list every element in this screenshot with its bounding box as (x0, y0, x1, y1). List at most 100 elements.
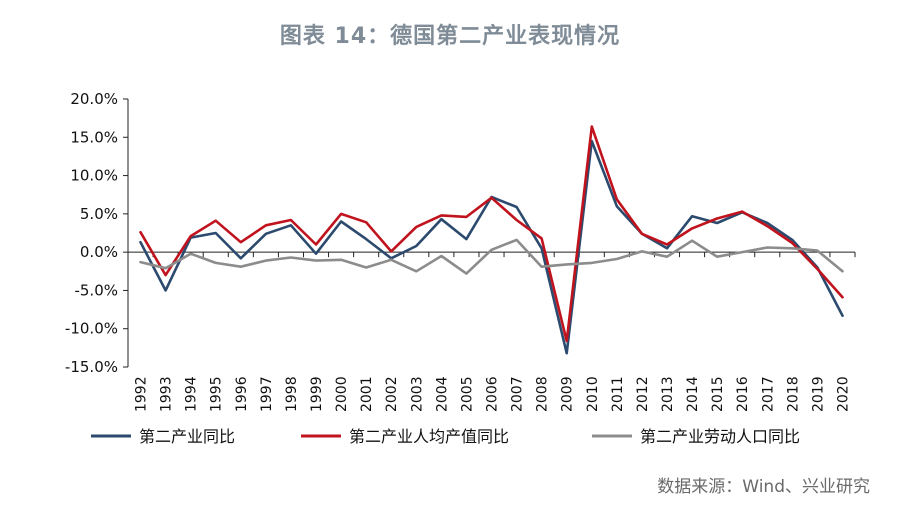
data-point (365, 266, 367, 268)
data-point (315, 259, 317, 261)
data-point (716, 256, 718, 258)
data-point (816, 249, 818, 251)
data-point (666, 247, 668, 249)
x-tick-label: 2009 (560, 376, 576, 412)
data-point (741, 210, 743, 212)
x-tick-label: 2007 (510, 376, 526, 412)
x-tick-label: 2005 (459, 376, 475, 412)
data-point (215, 220, 217, 222)
data-point (841, 296, 843, 298)
x-tick-label: 2018 (785, 376, 801, 412)
data-point (716, 222, 718, 224)
data-point (340, 220, 342, 222)
data-point (540, 247, 542, 249)
data-point (766, 246, 768, 248)
data-point (265, 224, 267, 226)
data-point (215, 232, 217, 234)
data-point (139, 241, 141, 243)
data-point (290, 224, 292, 226)
x-tick-label: 2001 (359, 376, 375, 412)
data-point (766, 225, 768, 227)
data-point (540, 237, 542, 239)
data-point (440, 255, 442, 257)
data-point (465, 238, 467, 240)
y-tick-label: 10.0% (70, 167, 118, 185)
data-point (265, 259, 267, 261)
data-point (340, 213, 342, 215)
data-point (190, 235, 192, 237)
data-point (240, 266, 242, 268)
data-point (616, 205, 618, 207)
x-tick-label: 2014 (685, 376, 701, 412)
x-tick-label: 2003 (409, 376, 425, 412)
data-point (540, 266, 542, 268)
x-tick-label: 1997 (259, 376, 275, 412)
data-point (591, 262, 593, 264)
series-layer (139, 125, 844, 355)
data-point (566, 352, 568, 354)
data-point (641, 250, 643, 252)
x-tick-label: 2010 (585, 376, 601, 412)
data-point (566, 263, 568, 265)
y-tick-label: 0.0% (80, 243, 118, 261)
data-point (440, 218, 442, 220)
x-tick-label: 1998 (284, 376, 300, 412)
data-point (691, 215, 693, 217)
data-point (190, 253, 192, 255)
data-point (716, 217, 718, 219)
source-note: 数据来源：Wind、兴业研究 (657, 477, 870, 497)
data-point (791, 239, 793, 241)
data-point (490, 249, 492, 251)
data-point (791, 247, 793, 249)
data-point (566, 340, 568, 342)
data-point (791, 242, 793, 244)
data-point (616, 258, 618, 260)
x-tick-label: 1995 (209, 376, 225, 412)
data-point (841, 270, 843, 272)
x-tick-label: 2020 (835, 376, 851, 412)
data-point (290, 219, 292, 221)
x-tick-label: 2017 (760, 376, 776, 412)
data-point (164, 274, 166, 276)
data-point (816, 268, 818, 270)
data-point (390, 250, 392, 252)
x-tick-label: 1992 (134, 376, 150, 412)
data-point (139, 231, 141, 233)
data-point (666, 243, 668, 245)
y-tick-label: 5.0% (80, 205, 118, 223)
data-point (766, 222, 768, 224)
x-tick-label: 2006 (485, 376, 501, 412)
data-point (240, 257, 242, 259)
x-tick-label: 2011 (610, 376, 626, 412)
legend: 第二产业同比 第二产业人均产值同比 第二产业劳动人口同比 (91, 427, 800, 446)
data-point (465, 216, 467, 218)
x-tick-label: 2012 (635, 376, 651, 412)
data-point (691, 240, 693, 242)
data-point (139, 261, 141, 263)
legend-label: 第二产业劳动人口同比 (640, 427, 800, 446)
y-tick-label: -10.0% (65, 320, 118, 338)
data-point (415, 270, 417, 272)
x-tick-label: 2013 (660, 376, 676, 412)
y-tick-label: -15.0% (65, 358, 118, 376)
data-point (641, 233, 643, 235)
axes: 20.0% 15.0% 10.0% 5.0% 0.0% -5.0% -10.0% -15.0%… (65, 90, 856, 412)
data-point (164, 267, 166, 269)
y-tick-label: 20.0% (70, 90, 118, 108)
data-point (841, 315, 843, 317)
data-point (415, 226, 417, 228)
series-line-3 (139, 238, 844, 275)
legend-label: 第二产业同比 (139, 427, 235, 446)
series-line-2 (139, 125, 844, 343)
data-point (265, 233, 267, 235)
data-point (741, 251, 743, 253)
data-point (164, 289, 166, 291)
x-tick-label: 1994 (184, 376, 200, 412)
x-tick-label: 1996 (234, 376, 250, 412)
data-point (616, 198, 618, 200)
x-tick-label: 2015 (710, 376, 726, 412)
data-point (315, 253, 317, 255)
series-line-1 (139, 139, 844, 355)
data-point (515, 219, 517, 221)
x-tick-label: 1999 (309, 376, 325, 412)
